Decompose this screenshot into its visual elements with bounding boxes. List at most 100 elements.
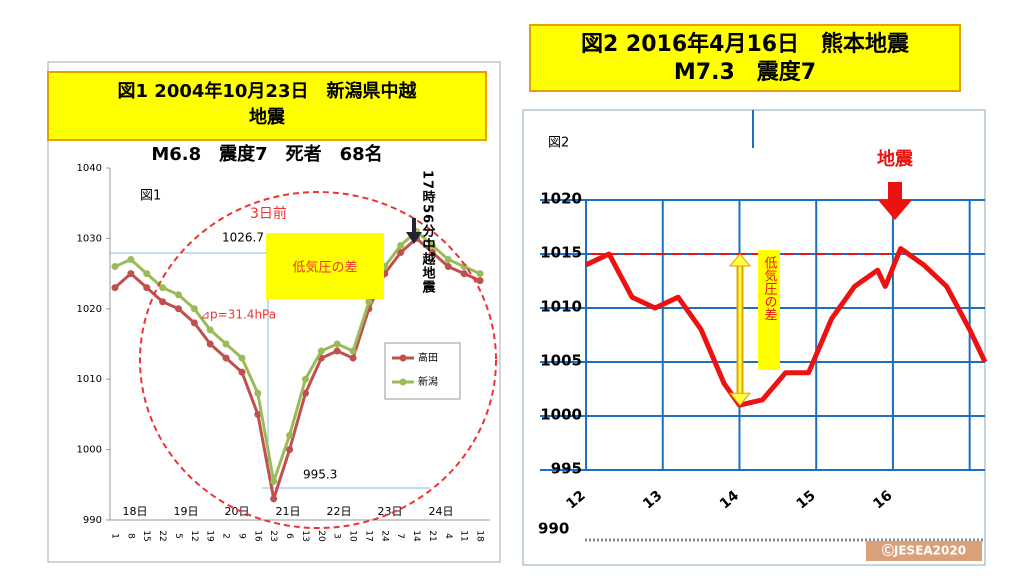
point [444,256,452,264]
annotation: 図1 [140,189,161,204]
annotation: ⒸJESEA2020 [882,543,966,558]
point [333,347,341,355]
circle-mark [139,191,497,529]
annotation: 1026.7 [222,231,264,245]
point [238,368,246,376]
point [349,354,357,362]
point [174,291,182,299]
point [286,432,294,440]
y-tick-label: 1010 [77,374,102,385]
x-tick-label: 8 [125,533,135,539]
day-label: 18日 [123,505,148,518]
point [222,340,230,348]
point [159,284,167,292]
legend-box [384,342,461,400]
x-tick-label: 2 [221,533,231,539]
title: 地震 [249,106,286,128]
y-tick-label: 995 [551,460,582,478]
x-tick-label: 19 [205,530,215,542]
point [159,298,167,306]
x-tick-label: 11 [459,530,469,541]
panel-2 [522,109,986,566]
quake-arrow [878,182,912,220]
arrow-head [728,253,752,267]
legend-dot [399,378,407,386]
day-label: 22日 [327,505,352,518]
point [111,263,119,271]
x-tick-label: 5 [173,533,183,539]
x-tick-label: 24 [379,530,389,542]
y-tick-label: 1000 [540,406,582,424]
x-tick-label: 12 [189,530,199,541]
y-tick-label: 1030 [77,233,102,244]
title: M7.3 震度7 [674,59,816,85]
x-tick-label: 21 [427,530,437,541]
arrow [406,218,422,244]
x-tick-label: 10 [348,530,358,542]
series-line [584,246,988,408]
point [317,347,325,355]
annotation: 3日前 [250,205,287,222]
day-label: 24日 [429,505,454,518]
y-tick-label: 1020 [540,190,582,208]
x-tick-label: 3 [332,533,342,539]
point [428,241,436,249]
x-tick-label: 4 [443,533,453,539]
note-box [758,250,780,370]
title-box-1 [47,71,487,141]
point [333,340,341,348]
arrow-head [728,392,752,406]
day-label: 21日 [276,505,301,518]
point [428,248,436,256]
point [476,277,484,285]
point [349,347,357,355]
x-tick-label: 15 [141,530,151,541]
title: 図2 2016年4月16日 熊本地震 [581,31,910,57]
point [270,477,278,485]
y-tick-label: 1015 [540,244,582,262]
point [301,389,309,397]
subtitle: M6.8 震度7 死者 68名 [151,143,382,165]
point [301,375,309,383]
point [238,354,246,362]
x-tick-label: 14 [411,530,421,542]
x-tick-label: 23 [268,530,278,541]
point [174,305,182,313]
annotation: 地震 [877,148,914,170]
point [206,326,214,334]
y-tick-label: 1005 [540,352,582,370]
y-tick-label: 1010 [540,298,582,316]
point [254,389,262,397]
point [444,263,452,271]
day-label: 19日 [174,505,199,518]
y-tick-label: 1020 [77,304,102,315]
annotation: 990 [538,520,569,538]
x-tick-label: 16 [252,530,262,542]
point [365,298,373,306]
legend-label: 高田 [418,351,438,364]
title-box-2 [529,24,961,92]
y-tick-label: 990 [83,515,102,526]
x-tick-label: 18 [475,530,485,542]
point [127,270,135,278]
note-box [266,233,384,299]
point [397,241,405,249]
annotation: 995.3 [303,468,337,482]
day-label: 23日 [378,505,403,518]
annotation: 低気圧の差 [762,256,778,321]
y-tick-label: 1000 [77,445,102,456]
point [206,340,214,348]
point [127,256,135,264]
annotation: ⊿p=31.4hPa [200,308,276,322]
legend-label: 新潟 [418,375,438,388]
point [143,284,151,292]
annotation: 図2 [548,136,569,151]
x-tick-label: 13 [300,530,310,541]
point [222,354,230,362]
title: 図1 2004年10月23日 新潟県中越 [118,80,418,102]
point [190,319,198,327]
point [460,270,468,278]
y-tick-label: 1040 [77,163,102,174]
